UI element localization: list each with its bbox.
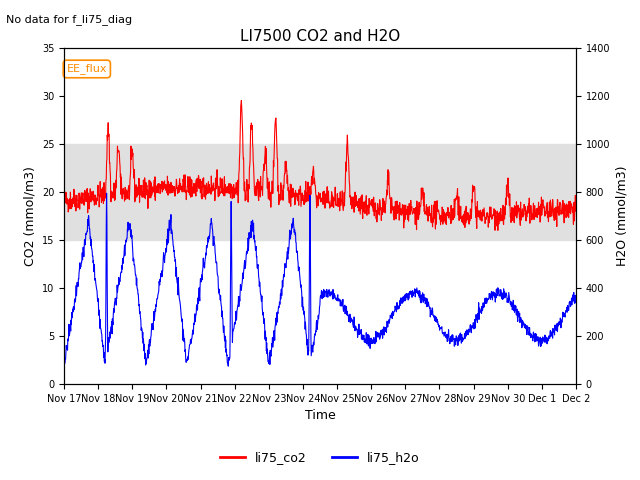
Text: EE_flux: EE_flux [67, 63, 107, 74]
Y-axis label: H2O (mmol/m3): H2O (mmol/m3) [616, 166, 629, 266]
Bar [64, 144, 576, 240]
X-axis label: Time: Time [305, 409, 335, 422]
Y-axis label: CO2 (mmol/m3): CO2 (mmol/m3) [23, 166, 36, 266]
Text: No data for f_li75_diag: No data for f_li75_diag [6, 14, 132, 25]
Legend: li75_co2, li75_h2o: li75_co2, li75_h2o [215, 446, 425, 469]
Title: LI7500 CO2 and H2O: LI7500 CO2 and H2O [240, 29, 400, 44]
